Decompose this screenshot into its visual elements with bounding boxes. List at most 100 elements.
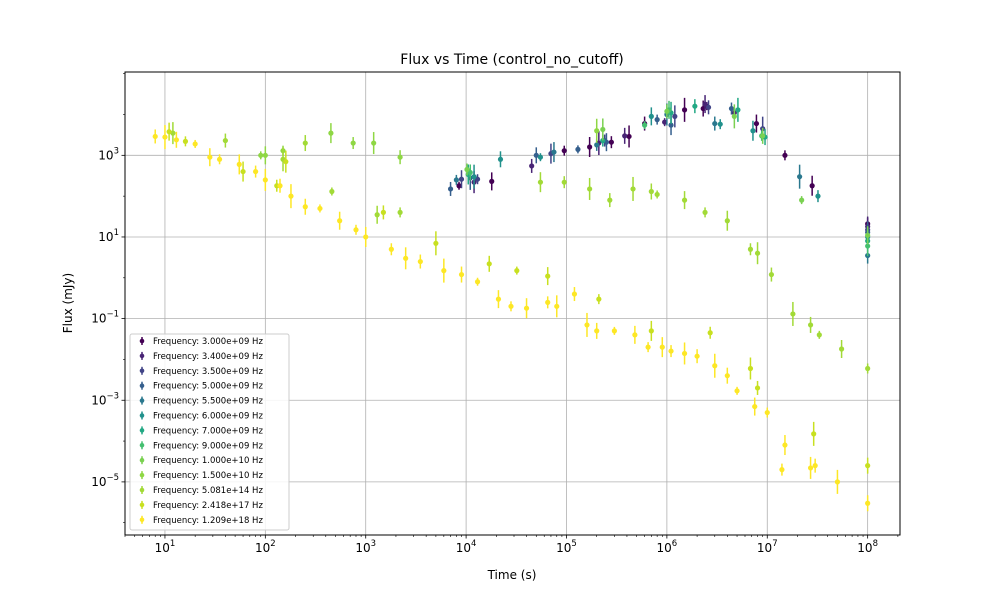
data-point [458,176,465,182]
data-point [807,322,814,328]
data-point [561,179,567,185]
data-point [388,246,394,252]
data-point [865,365,871,372]
data-point [694,353,700,359]
data-point [551,149,557,155]
data-point [600,126,606,133]
data-point [622,133,628,139]
data-point [152,133,158,140]
data-point [717,121,723,127]
data-point [350,140,356,146]
data-point [654,191,660,198]
legend-marker [139,413,145,418]
data-point [587,186,593,192]
data-point [645,344,651,350]
legend-marker [139,383,145,389]
data-point [594,128,600,134]
data-point [162,134,168,140]
data-point [545,299,551,305]
data-point [632,332,638,338]
data-point [182,138,189,144]
data-point [779,467,785,473]
data-point [453,177,459,183]
x-tick-label: 102 [255,539,276,555]
x-tick-label: 104 [456,539,477,555]
data-point [681,197,688,203]
data-point [626,133,632,140]
data-point [654,117,660,123]
data-point [380,209,386,215]
data-point [630,186,636,192]
data-point [467,169,473,176]
legend-entry: Frequency: 5.500e+09 Hz [153,397,263,407]
data-point [838,346,845,352]
legend-marker [139,517,145,523]
y-tick-label: 10−5 [91,473,119,489]
data-point [317,205,323,212]
x-axis-ticks: 101 102 103 104 105 106 107 108 [124,535,899,555]
data-point [648,188,654,195]
data-point [712,120,718,127]
x-tick-label: 105 [556,539,577,555]
data-point [712,363,718,369]
data-point [659,344,665,350]
data-point [811,431,817,437]
data-point [397,154,403,160]
legend-marker [139,472,145,478]
data-point [764,409,770,416]
data-point [554,303,560,309]
data-point [584,322,590,328]
data-point [607,197,613,203]
data-point [731,113,737,119]
data-point [724,218,730,224]
data-point [545,273,551,279]
data-point [403,255,409,261]
y-axis-ticks: 10−5 10−3 10−1 101 103 [91,73,125,524]
data-point [587,144,593,150]
data-point [760,133,766,139]
legend-entry: Frequency: 1.000e+10 Hz [153,456,263,466]
data-point [681,107,688,113]
data-point [594,328,600,334]
data-point [302,204,308,210]
legend-entry: Frequency: 5.081e+14 Hz [153,486,263,496]
data-point [523,305,530,311]
data-point [600,137,606,144]
data-point [724,373,730,379]
data-point [441,268,447,274]
data-point [611,328,617,334]
legend-marker [139,428,145,433]
data-point [734,388,740,394]
data-point [374,212,380,218]
data-point [561,148,567,154]
data-point [648,113,654,119]
data-point [672,113,678,119]
data-point [782,442,788,448]
data-point [782,152,788,158]
data-point [302,140,308,146]
legend-entry: Frequency: 3.500e+09 Hz [153,367,263,377]
data-point [192,141,198,147]
data-point [537,154,544,160]
data-point [575,146,581,152]
data-point [594,142,600,148]
y-tick-label: 10−3 [91,391,119,407]
data-point [596,296,602,302]
data-point [166,129,172,135]
data-point [753,120,760,127]
data-point [816,332,822,338]
data-point [648,328,654,334]
legend-marker [139,457,145,463]
data-point [865,500,871,506]
legend-entry: Frequency: 3.000e+09 Hz [153,337,263,347]
data-point [702,209,708,215]
data-point [754,385,761,391]
data-point [497,156,504,162]
data-markers [152,95,871,512]
y-tick-label: 103 [98,146,119,162]
data-point [486,261,492,267]
legend-entry: Frequency: 7.000e+09 Hz [153,426,263,436]
data-point [865,232,871,238]
chart-title: Flux vs Time (control_no_cutoff) [400,52,623,68]
data-point [608,139,614,145]
